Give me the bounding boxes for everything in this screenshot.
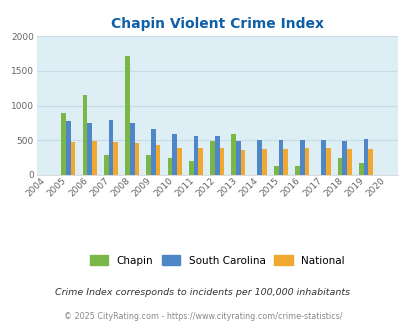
Bar	[236, 141, 240, 175]
Bar	[210, 141, 214, 175]
Bar	[104, 155, 108, 175]
Bar	[198, 148, 202, 175]
Bar	[167, 158, 172, 175]
Bar	[363, 139, 367, 175]
Bar	[92, 141, 96, 175]
Bar	[61, 113, 66, 175]
Bar	[214, 136, 219, 175]
Text: © 2025 CityRating.com - https://www.cityrating.com/crime-statistics/: © 2025 CityRating.com - https://www.city…	[64, 312, 341, 321]
Bar	[346, 149, 351, 175]
Bar	[325, 148, 330, 175]
Bar	[66, 121, 70, 175]
Bar	[156, 146, 160, 175]
Bar	[273, 166, 278, 175]
Bar	[177, 148, 181, 175]
Bar	[125, 56, 130, 175]
Bar	[294, 166, 299, 175]
Bar	[261, 149, 266, 175]
Bar	[304, 148, 309, 175]
Bar	[257, 140, 261, 175]
Bar	[358, 163, 363, 175]
Bar	[367, 149, 372, 175]
Bar	[113, 142, 118, 175]
Title: Chapin Violent Crime Index: Chapin Violent Crime Index	[111, 17, 323, 31]
Legend: Chapin, South Carolina, National: Chapin, South Carolina, National	[86, 252, 347, 269]
Bar	[240, 149, 245, 175]
Bar	[70, 142, 75, 175]
Bar	[134, 143, 139, 175]
Bar	[320, 140, 325, 175]
Bar	[188, 161, 193, 175]
Bar	[299, 140, 304, 175]
Bar	[108, 120, 113, 175]
Bar	[219, 148, 224, 175]
Bar	[87, 122, 92, 175]
Bar	[130, 123, 134, 175]
Bar	[193, 136, 198, 175]
Bar	[341, 141, 346, 175]
Text: Crime Index corresponds to incidents per 100,000 inhabitants: Crime Index corresponds to incidents per…	[55, 287, 350, 297]
Bar	[278, 140, 283, 175]
Bar	[151, 129, 156, 175]
Bar	[172, 134, 177, 175]
Bar	[231, 134, 236, 175]
Bar	[283, 148, 287, 175]
Bar	[337, 158, 341, 175]
Bar	[146, 155, 151, 175]
Bar	[83, 94, 87, 175]
